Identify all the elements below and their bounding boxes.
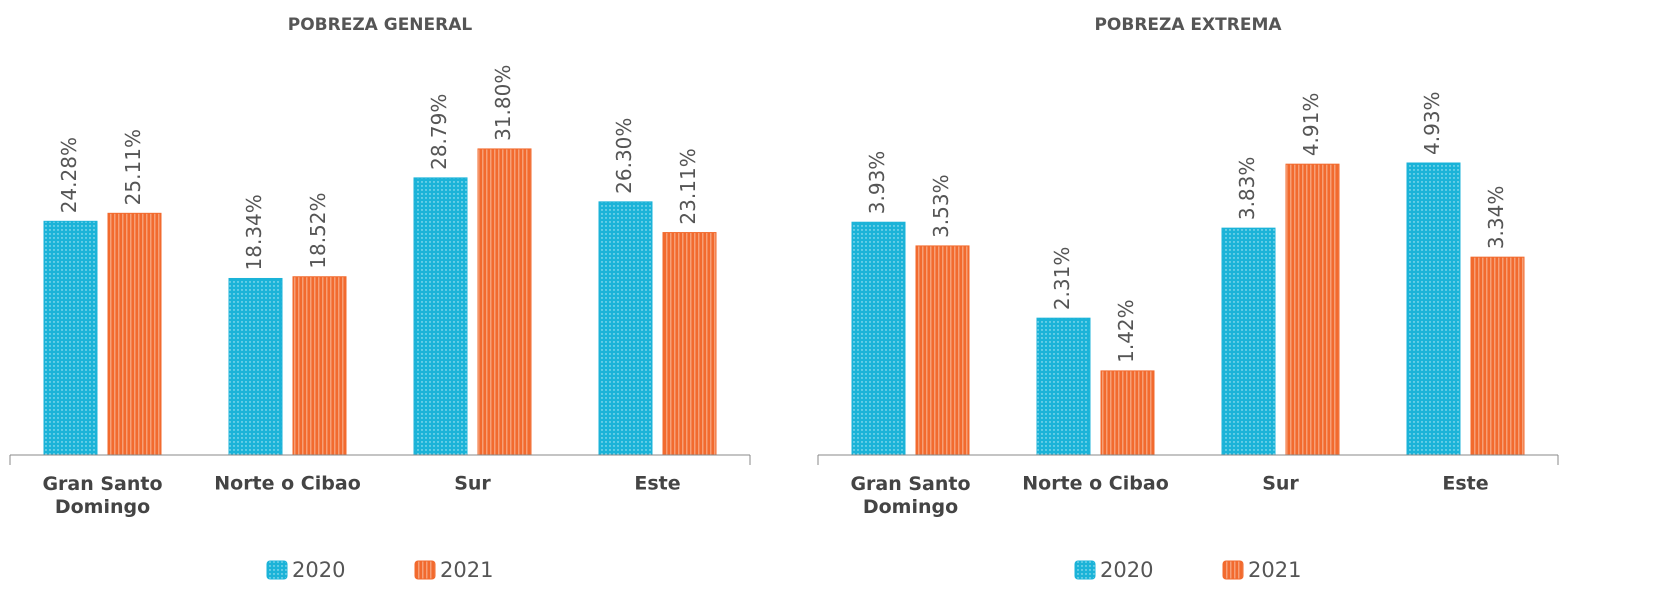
value-label: 28.79% (427, 94, 451, 170)
bar (413, 177, 468, 456)
chart-title: POBREZA GENERAL (288, 15, 473, 35)
value-label: 1.42% (1114, 299, 1138, 363)
x-tick-label: Gran Santo Domingo (850, 473, 970, 518)
x-tick-label: Norte o Cibao (1022, 473, 1169, 495)
bar (1285, 163, 1340, 456)
bar (477, 148, 532, 456)
bar (662, 232, 717, 456)
bar (228, 277, 283, 456)
bar (851, 221, 906, 456)
legend-label: 2020 (1100, 558, 1153, 582)
value-label: 3.34% (1484, 186, 1508, 250)
legend-label: 2021 (1248, 558, 1301, 582)
legend-label: 2020 (292, 558, 345, 582)
value-label: 4.91% (1299, 93, 1323, 157)
legend-swatch (1074, 560, 1096, 580)
x-tick-label: Sur (454, 473, 491, 495)
value-label: 26.30% (612, 118, 636, 194)
x-tick-label: Este (1442, 473, 1488, 495)
bar (598, 201, 653, 456)
value-label: 18.52% (306, 192, 330, 268)
value-label: 24.28% (57, 137, 81, 213)
value-label: 23.11% (676, 148, 700, 224)
bar (1100, 370, 1155, 456)
bar (107, 212, 162, 456)
bar (1470, 256, 1525, 456)
value-label: 2.31% (1050, 247, 1074, 311)
bar (1406, 162, 1461, 456)
legend-label: 2021 (440, 558, 493, 582)
value-label: 25.11% (121, 129, 145, 205)
value-label: 3.83% (1235, 157, 1259, 221)
value-label: 4.93% (1420, 91, 1444, 155)
bar (292, 276, 347, 456)
value-label: 18.34% (242, 194, 266, 270)
x-tick-label: Norte o Cibao (214, 473, 361, 495)
x-tick-label: Este (634, 473, 680, 495)
bar (1036, 317, 1091, 456)
chart-title: POBREZA EXTREMA (1094, 15, 1282, 35)
value-label: 31.80% (491, 65, 515, 141)
x-tick-label: Gran Santo Domingo (42, 473, 162, 518)
x-tick-label: Sur (1262, 473, 1299, 495)
legend-swatch (1222, 560, 1244, 580)
legend-swatch (266, 560, 288, 580)
value-label: 3.53% (929, 174, 953, 238)
legend-swatch (414, 560, 436, 580)
bar (915, 245, 970, 456)
value-label: 3.93% (865, 151, 889, 215)
bar (1221, 227, 1276, 456)
bar (43, 220, 98, 456)
